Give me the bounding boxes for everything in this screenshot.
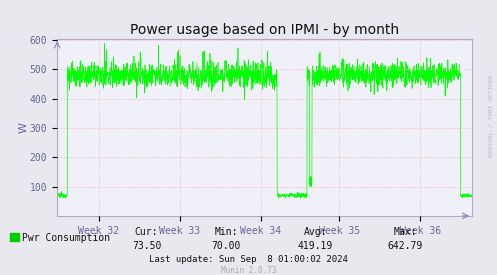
Text: 419.19: 419.19: [298, 241, 333, 251]
Text: Avg:: Avg:: [304, 227, 328, 237]
Text: Pwr Consumption: Pwr Consumption: [22, 233, 110, 243]
Text: 70.00: 70.00: [211, 241, 241, 251]
Text: RRDTOOL / TOBI OETIKER: RRDTOOL / TOBI OETIKER: [489, 74, 494, 157]
Text: 73.50: 73.50: [132, 241, 162, 251]
Title: Power usage based on IPMI - by month: Power usage based on IPMI - by month: [130, 23, 399, 37]
Text: Last update: Sun Sep  8 01:00:02 2024: Last update: Sun Sep 8 01:00:02 2024: [149, 255, 348, 263]
Text: Max:: Max:: [393, 227, 417, 237]
Y-axis label: W: W: [18, 122, 28, 133]
Text: Cur:: Cur:: [135, 227, 159, 237]
Text: Min:: Min:: [214, 227, 238, 237]
Text: Munin 2.0.73: Munin 2.0.73: [221, 266, 276, 275]
Text: 642.79: 642.79: [388, 241, 422, 251]
